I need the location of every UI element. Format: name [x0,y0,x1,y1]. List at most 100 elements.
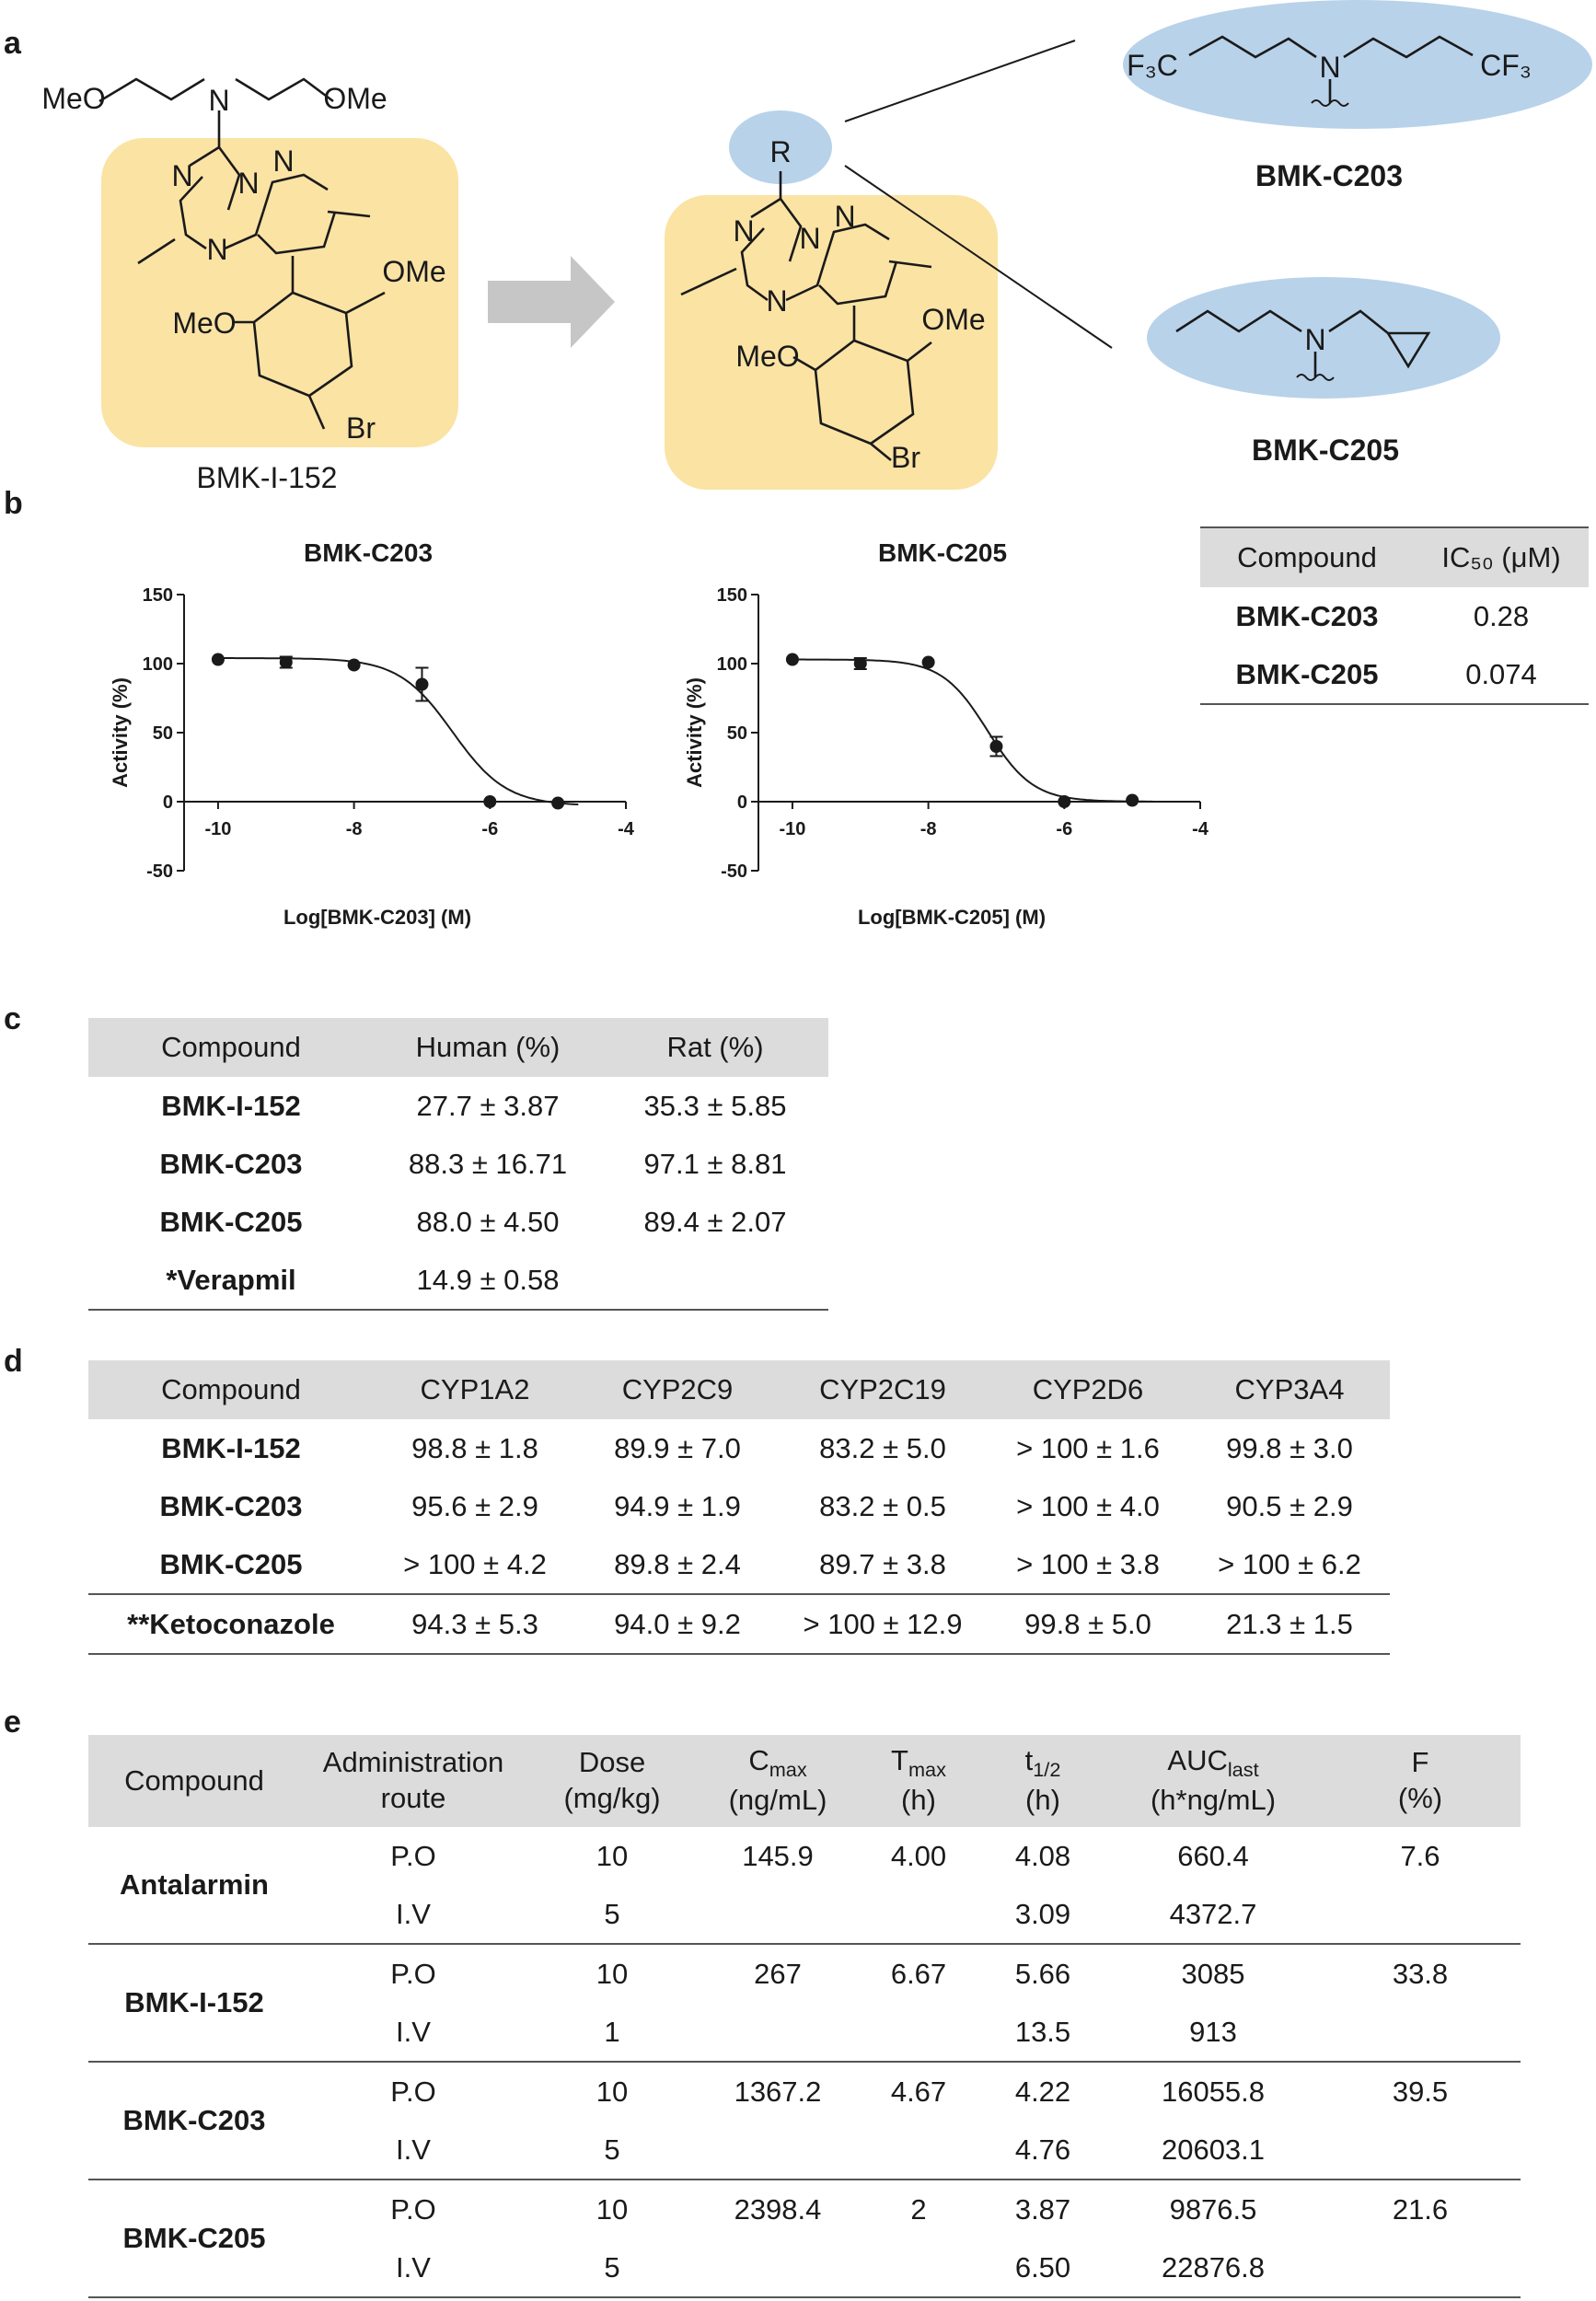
scaffold-br: Br [891,441,920,474]
pk-cell-thalf: 3.87 [1014,2192,1071,2226]
stability-header: Human (%) [374,1018,602,1077]
pk-cell-dose: 10 [596,2192,629,2226]
pk-cell-tmax: 4.00 [890,1839,947,1872]
stability-cell: 14.9 ± 0.58 [374,1251,602,1311]
cyp-cell: 21.3 ± 1.5 [1189,1593,1390,1655]
lead-meo-arm: MeO [41,82,105,115]
scaffold-ome: OMe [921,303,985,336]
pk-cell-dose: 10 [596,2075,629,2108]
cyp-cell: > 100 ± 1.6 [1016,1431,1160,1464]
pk-cell-thalf: 3.09 [979,1885,1106,1945]
svg-text:N: N [237,167,259,200]
fit-curve [792,658,1153,803]
pk-cell-auc: 22876.8 [1106,2238,1320,2298]
svg-text:N: N [272,145,294,178]
cyp-cell: > 100 ± 4.2 [403,1547,547,1580]
c203-group-ellipse [1123,0,1592,129]
pk-cell-cmax [698,2121,858,2180]
pk-cell-dose: 5 [526,2121,698,2180]
lead-compound-name: BMK-I-152 [197,461,338,494]
dose-response-chart-c203: BMK-C203 -50 0 50 100 150 -10 -8 -6 -4 Log[BMK-C20… [109,538,635,929]
data-point [347,658,361,672]
x-tick-label: -8 [346,819,363,839]
pk-cell-auc: 16055.8 [1161,2075,1266,2108]
stability-cell: BMK-C205 [159,1205,303,1238]
pk-table: Compound Administration route Dose (mg/kg)… [88,1735,1521,2298]
cyp-table: Compound CYP1A2 CYP2C9 CYP2C19 CYP2D6 CY… [88,1360,1390,1655]
pk-header: Dose (mg/kg) [526,1735,698,1827]
pk-compound: BMK-I-152 [88,1944,300,2063]
cyp-cell: > 100 ± 6.2 [1218,1547,1361,1580]
dose-response-chart-c205: BMK-C205 -50 0 50 100 150 -10 -8 -6 -4 Log[BMK-C20… [683,538,1209,929]
pk-cell-tmax [858,2238,979,2298]
y-tick-label: -50 [721,861,747,882]
pk-header: F (%) [1320,1735,1521,1827]
pk-cell-f [1320,2238,1521,2298]
pk-header: Administration route [300,1735,526,1827]
pk-cell-dose: 10 [596,1839,629,1872]
pk-cell-dose: 1 [526,2003,698,2063]
pk-cell-route: I.V [300,2003,526,2063]
pk-cell-auc: 20603.1 [1106,2121,1320,2180]
x-tick-label: -6 [481,819,498,839]
panel-a-label: a [4,26,21,61]
cyp-cell: **Ketoconazole [88,1593,374,1655]
cyp-cell: > 100 ± 12.9 [779,1593,987,1655]
cyp-cell: 89.9 ± 7.0 [614,1431,741,1464]
cyp-cell: 83.2 ± 0.5 [819,1489,946,1522]
data-point [921,655,935,669]
svg-text:N: N [766,284,787,318]
pk-cell-tmax: 2 [910,2192,927,2226]
pk-cell-thalf: 4.22 [1014,2075,1071,2108]
lead-meo: MeO [172,306,236,340]
chart-title: BMK-C203 [304,538,433,567]
pk-cell-cmax: 267 [754,1957,802,1990]
y-tick-label: -50 [146,861,173,882]
scaffold-meo: MeO [735,340,799,373]
data-point [785,653,799,666]
cyp-cell: 90.5 ± 2.9 [1226,1489,1353,1522]
cyp-cell: 89.8 ± 2.4 [614,1547,741,1580]
y-tick-label: 50 [153,723,173,744]
stability-cell: 35.3 ± 5.85 [643,1089,787,1122]
pk-cell-dose: 5 [526,2238,698,2298]
fit-curve [217,657,579,805]
x-tick-label: -10 [779,819,805,839]
cyp-header: CYP3A4 [1189,1360,1390,1419]
pk-cell-f: 21.6 [1392,2192,1449,2226]
stability-cell: 88.3 ± 16.71 [408,1147,568,1180]
transformation-arrow [488,256,615,348]
data-point [279,655,293,669]
svg-text:N: N [834,200,855,233]
data-point [1058,795,1071,808]
stability-cell: BMK-I-152 [161,1089,301,1122]
c203-cf3-left: F₃C [1127,49,1178,82]
cyp-cell: 89.7 ± 3.8 [819,1547,946,1580]
y-tick-label: 150 [143,585,173,606]
ic50-row-compound: BMK-C203 [1235,599,1379,632]
pk-cell-cmax: 145.9 [742,1839,814,1872]
pk-cell-auc: 913 [1106,2003,1320,2063]
pk-cell-cmax [698,2003,858,2063]
pk-cell-f [1320,2003,1521,2063]
x-tick-label: -8 [920,819,937,839]
pk-cell-dose: 10 [596,1957,629,1990]
chart-title: BMK-C205 [878,538,1007,567]
c203-cf3-right: CF₃ [1480,49,1532,82]
y-tick-label: 0 [737,792,747,813]
pk-cell-route: I.V [300,2238,526,2298]
pk-cell-thalf: 13.5 [979,2003,1106,2063]
y-tick-label: 100 [143,654,173,675]
lead-core-highlight [101,138,458,447]
scaffold-core-highlight [665,195,998,490]
pk-cell-tmax [858,1885,979,1945]
cyp-cell: BMK-C203 [159,1489,303,1522]
svg-text:N: N [733,214,754,248]
pk-cell-route: I.V [300,2121,526,2180]
pk-header: Tmax (h) [858,1735,979,1827]
pk-cell-auc: 660.4 [1177,1839,1249,1872]
lead-ome-arm: OMe [323,82,387,115]
cyp-cell: BMK-I-152 [161,1431,301,1464]
cyp-cell: 94.0 ± 9.2 [576,1593,779,1655]
pk-cell-tmax: 4.67 [890,2075,947,2108]
